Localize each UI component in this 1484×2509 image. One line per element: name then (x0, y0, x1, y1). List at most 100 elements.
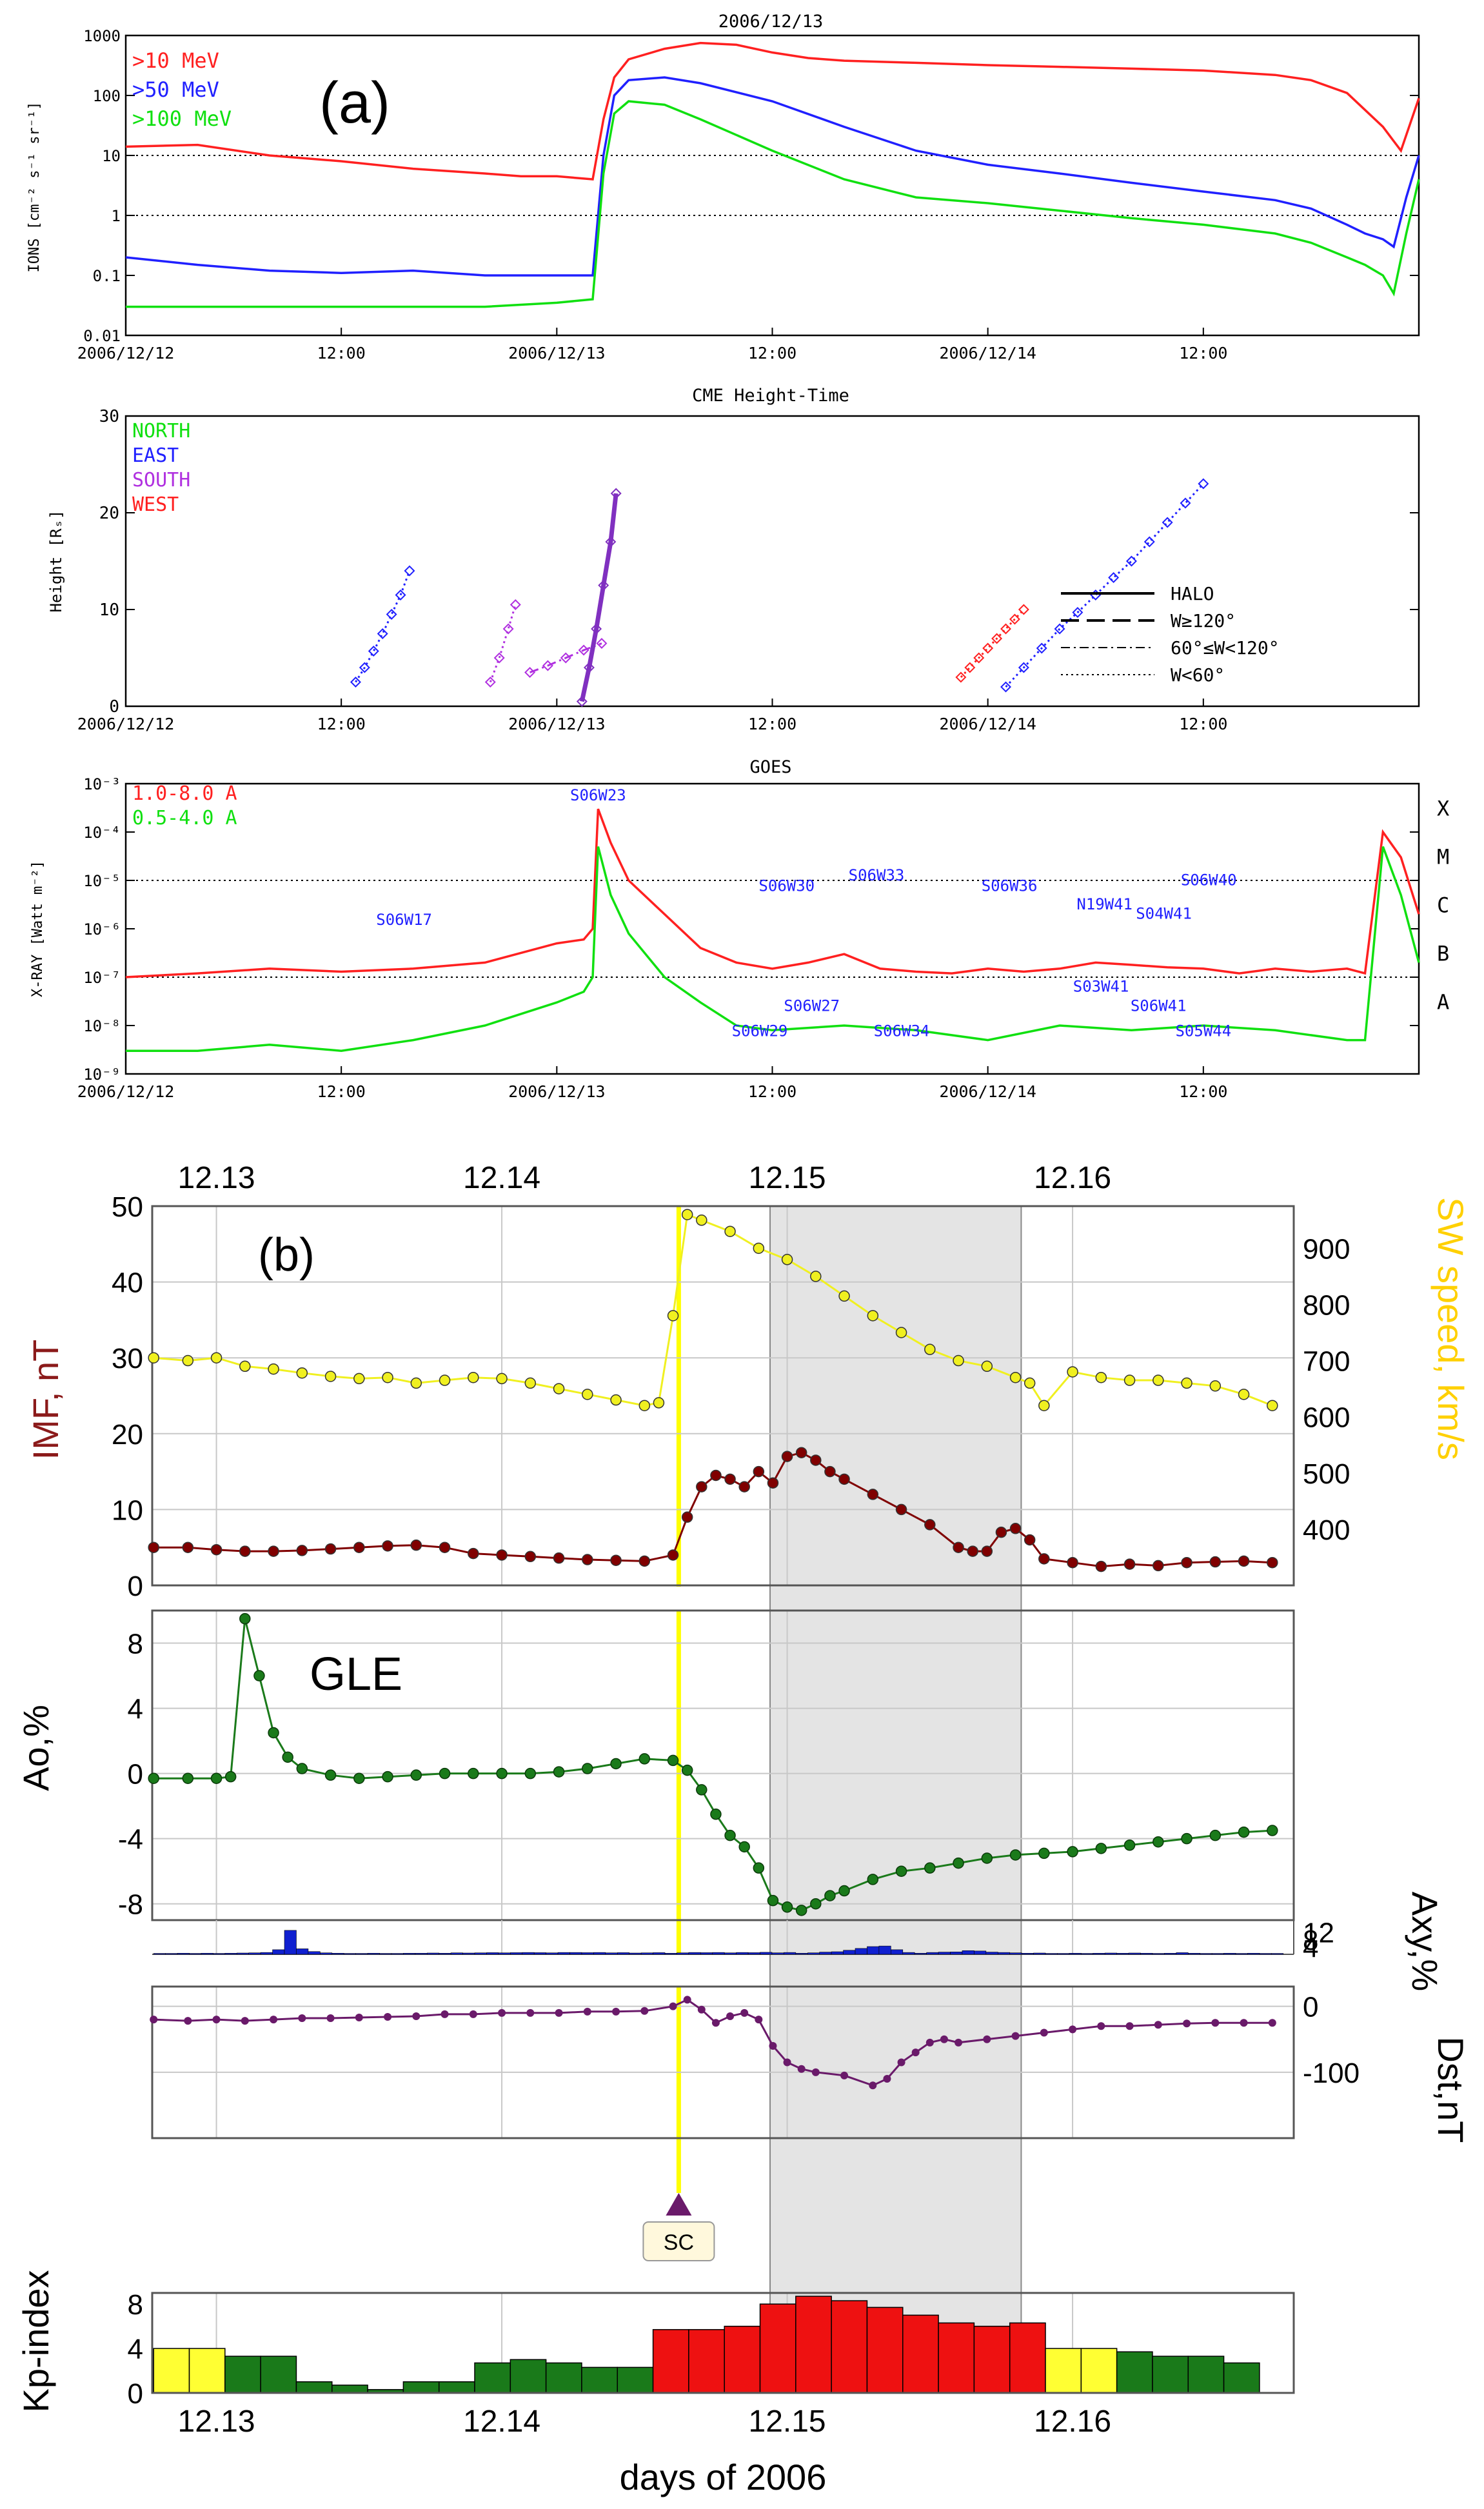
kp-bars (153, 2296, 1260, 2394)
series-point (524, 1551, 537, 1563)
axy-bar (747, 1952, 760, 1955)
axy-bar (308, 1951, 321, 1955)
series-point (810, 1454, 822, 1466)
top-tick-label: 12.14 (463, 1161, 540, 1195)
ao-point (1181, 1832, 1192, 1845)
axy-bar (712, 1952, 725, 1955)
x-tick-label: 12:00 (1179, 1082, 1227, 1101)
axy-bar (855, 1948, 867, 1955)
dst-point (355, 2014, 363, 2022)
dst-y-axis-label: Dst,nT (1430, 2037, 1471, 2143)
series-point (582, 1389, 593, 1400)
flare-label: S06W30 (758, 877, 815, 895)
axy-bar (474, 1952, 487, 1955)
sc-box (642, 2221, 715, 2261)
x-tick-label: 2006/12/14 (939, 344, 1036, 362)
cme-point (502, 623, 514, 635)
dst-point (1154, 2021, 1162, 2029)
axy-bar (1223, 1952, 1236, 1955)
kp-bar (510, 2359, 547, 2394)
axy-bar (320, 1952, 333, 1955)
series-point (1067, 1556, 1078, 1569)
ao-point (696, 1784, 707, 1796)
ao-point (182, 1772, 194, 1784)
series-point (724, 1473, 736, 1485)
days-axis-label: days of 2006 (620, 2457, 827, 2497)
ao-point (439, 1767, 451, 1780)
series-point (724, 1225, 736, 1237)
axy-bar (1009, 1952, 1022, 1955)
cme-point (484, 677, 496, 688)
axy-bar (581, 1952, 594, 1955)
x-tick-label: 12:00 (317, 1082, 366, 1101)
series-point (182, 1354, 194, 1367)
axy-bar (522, 1952, 535, 1955)
kp-bar (1116, 2351, 1153, 2394)
cme-y-ticks: 0 10 20 30 (99, 407, 1419, 717)
axy-bar (677, 1952, 689, 1955)
ao-y-ticks: -8 -4 0 4 8 (118, 1629, 143, 1921)
imf-tick-label: 0 (128, 1571, 143, 1602)
series-point (610, 1394, 622, 1406)
flare-label: S06W36 (982, 877, 1038, 895)
sw-tick-label: 900 (1303, 1233, 1350, 1265)
cme-point (598, 580, 609, 591)
series-point (667, 1310, 679, 1322)
top-tick-label: 12.15 (749, 1161, 826, 1195)
series-point (1153, 1560, 1164, 1572)
legend-w60-label: W<60° (1171, 664, 1225, 686)
series-line-10MeV (125, 41, 1420, 181)
ions-y-ticks: 0.01 0.1 1 10 100 1000 (83, 27, 1419, 345)
axy-bar (902, 1952, 915, 1955)
series-point (1209, 1556, 1222, 1568)
dst-point (412, 2012, 420, 2020)
imf-top-ticks: 12.13 12.14 12.15 12.16 (178, 1161, 1112, 1195)
axy-bar (914, 1952, 927, 1955)
axy-bar (760, 1952, 773, 1955)
kp-bar (973, 2325, 1011, 2394)
series-line-50MeV (125, 76, 1420, 277)
dst-point (897, 2058, 905, 2067)
kp-frame (151, 2292, 1295, 2394)
ao-point (710, 1809, 722, 1820)
dst-point (840, 2071, 849, 2079)
ao-point (681, 1764, 693, 1776)
series-point (838, 1473, 850, 1485)
axy-tick-label: 4 (1303, 1932, 1318, 1964)
dst-point (440, 2010, 449, 2018)
kp-bar (617, 2366, 654, 2394)
series-point (468, 1547, 479, 1560)
axy-bar (771, 1952, 784, 1955)
series-point (953, 1542, 964, 1553)
ao-point (553, 1766, 565, 1778)
x-tick-label: 12:00 (748, 344, 796, 362)
panel-b-background (676, 1205, 1022, 2394)
axy-bar (1187, 1952, 1201, 1955)
flare-label: S05W44 (1175, 1022, 1231, 1040)
panel-a-label: (a) (319, 71, 390, 135)
cme-y-axis-label: Height [Rₛ] (47, 510, 65, 613)
axy-bar (533, 1952, 546, 1955)
ao-point (1238, 1826, 1250, 1838)
cme-fit-south-1 (489, 604, 517, 683)
axy-bar (450, 1952, 463, 1955)
axy-bar (1176, 1952, 1189, 1955)
axy-bar (962, 1950, 974, 1955)
kp-tick-label: 0 (128, 2378, 143, 2410)
axy-bar (403, 1952, 416, 1955)
y-tick-label: 10⁻⁴ (83, 824, 121, 842)
dst-point (612, 2007, 620, 2016)
series-point (1009, 1371, 1022, 1383)
series-point (981, 1360, 993, 1373)
flare-label: S06W41 (1131, 997, 1187, 1015)
cme-point (576, 696, 588, 707)
axy-bar (1069, 1952, 1082, 1955)
cme-point (1009, 613, 1020, 625)
sw-tick-label: 400 (1303, 1514, 1350, 1546)
class-label: A (1437, 990, 1449, 1015)
ions-grid (126, 155, 1419, 216)
series-point (239, 1360, 251, 1373)
ao-point (1267, 1825, 1278, 1836)
series-point (296, 1367, 308, 1379)
